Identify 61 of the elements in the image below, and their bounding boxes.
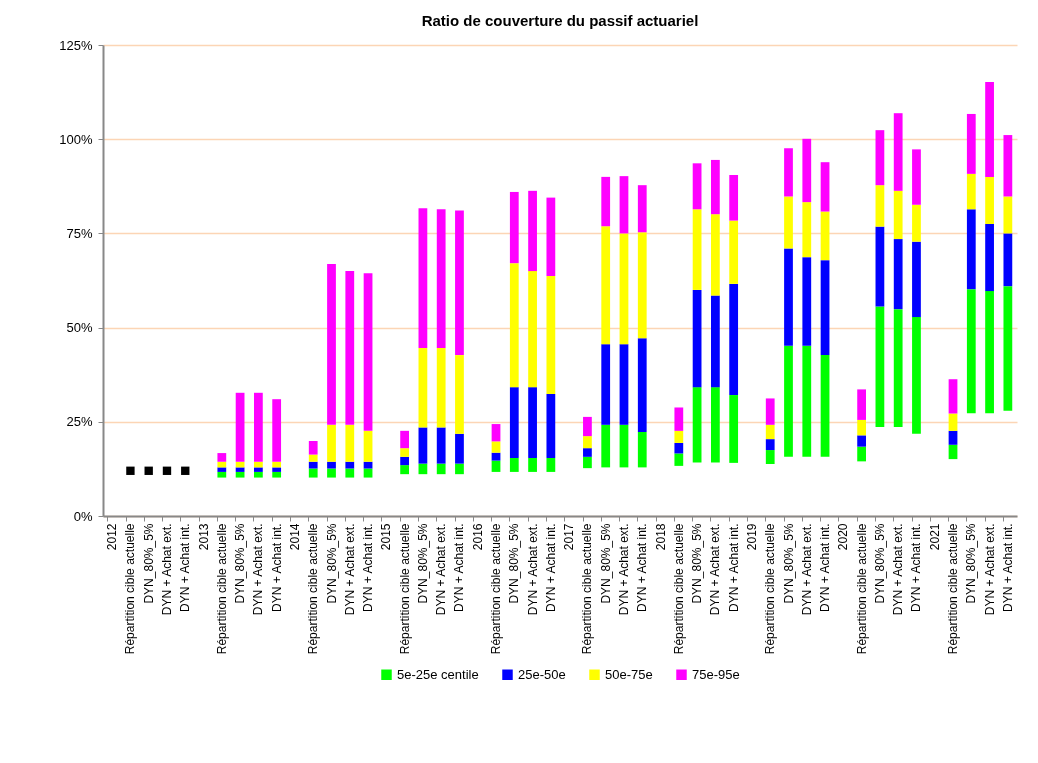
- x-tick-label: 2020: [836, 523, 851, 551]
- x-tick-label: Répartition cible actuelle: [854, 523, 869, 655]
- legend-label: 50e-75e: [605, 666, 653, 682]
- legend-label: 25e-50e: [518, 666, 566, 682]
- x-tick-label: Répartition cible actuelle: [123, 523, 138, 655]
- x-tick-label: DYN + Achat ext.: [251, 523, 266, 616]
- x-tick-label: 2014: [287, 523, 302, 551]
- x-tick-label: DYN_80%_5%: [872, 523, 887, 604]
- y-tick-label: 75%: [66, 225, 93, 241]
- x-tick-label: DYN_80%_5%: [781, 523, 796, 604]
- x-tick-label: DYN + Achat int.: [178, 523, 193, 612]
- legend-label: 75e-95e: [692, 666, 740, 682]
- x-tick-label: DYN_80%_5%: [141, 523, 156, 604]
- x-tick-label: 2018: [653, 523, 668, 551]
- x-tick-label: Répartition cible actuelle: [214, 523, 229, 655]
- x-tick-label: Répartition cible actuelle: [580, 523, 595, 655]
- y-tick-label: 0%: [73, 508, 93, 524]
- x-tick-label: Répartition cible actuelle: [306, 523, 321, 655]
- x-tick-label: DYN_80%_5%: [233, 523, 248, 604]
- x-tick-label: DYN + Achat ext.: [159, 523, 174, 616]
- x-tick-label: 2015: [379, 523, 394, 551]
- y-tick-label: 25%: [66, 414, 93, 430]
- x-tick-label: 2019: [744, 523, 759, 551]
- x-tick-label: DYN_80%_5%: [964, 523, 979, 604]
- x-tick-label: DYN_80%_5%: [507, 523, 522, 604]
- x-tick-label: DYN + Achat ext.: [799, 523, 814, 616]
- x-tick-label: 2017: [562, 523, 577, 551]
- x-tick-label: DYN + Achat int.: [452, 523, 467, 612]
- x-tick-label: Répartition cible actuelle: [489, 523, 504, 655]
- x-tick-label: DYN + Achat int.: [726, 523, 741, 612]
- x-tick-label: Répartition cible actuelle: [671, 523, 686, 655]
- x-tick-label: DYN + Achat ext.: [434, 523, 449, 616]
- x-tick-label: DYN + Achat int.: [818, 523, 833, 612]
- x-tick-label: Répartition cible actuelle: [946, 523, 961, 655]
- x-tick-label: 2021: [927, 523, 942, 551]
- x-tick-label: Répartition cible actuelle: [763, 523, 778, 655]
- y-tick-label: 125%: [59, 37, 93, 53]
- x-tick-label: DYN + Achat int.: [361, 523, 376, 612]
- x-tick-label: DYN + Achat ext.: [982, 523, 997, 616]
- y-tick-label: 50%: [66, 320, 93, 336]
- x-tick-label: DYN_80%_5%: [690, 523, 705, 604]
- x-tick-label: 2012: [105, 523, 120, 551]
- x-tick-label: DYN + Achat ext.: [525, 523, 540, 616]
- legend-label: 5e-25e centile: [397, 666, 479, 682]
- x-tick-label: DYN_80%_5%: [324, 523, 339, 604]
- x-tick-label: DYN_80%_5%: [598, 523, 613, 604]
- x-tick-label: DYN + Achat int.: [909, 523, 924, 612]
- x-tick-label: DYN + Achat ext.: [891, 523, 906, 616]
- chart-title: Ratio de couverture du passif actuariel: [421, 12, 699, 29]
- x-tick-label: DYN + Achat ext.: [708, 523, 723, 616]
- x-tick-label: DYN + Achat int.: [269, 523, 284, 612]
- x-tick-label: DYN + Achat ext.: [342, 523, 357, 616]
- y-tick-label: 100%: [59, 131, 93, 147]
- x-tick-label: DYN + Achat ext.: [616, 523, 631, 616]
- x-tick-label: 2016: [470, 523, 485, 551]
- x-tick-label: DYN + Achat int.: [543, 523, 558, 612]
- x-tick-label: 2013: [196, 523, 211, 551]
- x-tick-label: DYN + Achat int.: [1000, 523, 1015, 612]
- x-tick-label: DYN_80%_5%: [415, 523, 430, 604]
- x-tick-label: DYN + Achat int.: [635, 523, 650, 612]
- x-tick-label: Répartition cible actuelle: [397, 523, 412, 655]
